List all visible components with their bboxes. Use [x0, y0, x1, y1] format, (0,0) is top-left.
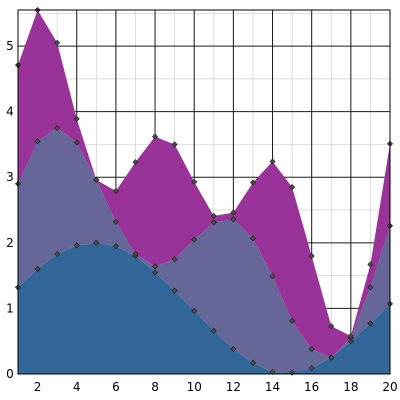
y-tick-label: 3 — [6, 170, 14, 184]
data-point-series-3 — [132, 159, 139, 166]
data-point-series-3 — [112, 187, 119, 195]
data-point-series-2 — [112, 218, 119, 225]
area-series-2 — [18, 128, 390, 373]
data-point-series-3 — [73, 115, 80, 122]
x-tick-label: 6 — [112, 380, 120, 394]
data-point-series-2 — [289, 317, 296, 324]
data-point-series-1 — [249, 359, 256, 366]
y-tick-label: 1 — [6, 301, 14, 315]
data-point-series-1 — [367, 320, 374, 327]
data-point-series-1 — [93, 239, 100, 246]
data-point-series-3 — [328, 323, 335, 330]
x-tick-label: 10 — [187, 380, 202, 394]
area-series-3 — [18, 10, 390, 358]
data-point-series-2 — [132, 250, 139, 258]
y-tick-label: 4 — [6, 105, 14, 119]
data-point-series-3 — [347, 332, 354, 339]
series-areas — [18, 10, 390, 374]
x-tick-label: 16 — [304, 380, 319, 394]
data-point-series-2 — [249, 235, 256, 242]
x-tick-label: 14 — [265, 380, 280, 394]
data-point-series-1 — [347, 338, 354, 345]
data-point-series-3 — [308, 252, 315, 259]
y-tick-label: 5 — [6, 39, 14, 53]
data-point-series-2 — [230, 216, 237, 223]
x-tick-label: 8 — [151, 380, 159, 394]
data-point-series-3 — [230, 209, 237, 216]
data-point-series-2 — [54, 125, 61, 132]
data-point-series-3 — [249, 179, 256, 186]
data-point-series-2 — [308, 346, 315, 353]
data-point-series-1 — [73, 242, 80, 249]
data-point-series-1 — [269, 369, 276, 376]
data-point-series-1 — [171, 287, 178, 294]
x-tick-label: 2 — [34, 380, 42, 394]
data-point-series-3 — [289, 184, 296, 191]
data-point-series-2 — [34, 138, 41, 145]
data-point-series-2 — [210, 219, 217, 226]
data-point-series-1 — [34, 266, 41, 273]
data-point-series-2 — [191, 236, 198, 243]
data-point-series-3 — [269, 158, 276, 165]
data-point-series-3 — [171, 141, 178, 148]
area-series-1 — [18, 242, 390, 374]
plot-frame — [17, 9, 391, 375]
x-tick-label: 12 — [226, 380, 241, 394]
y-tick-label: 2 — [6, 236, 14, 250]
data-point-series-3 — [367, 261, 374, 268]
data-point-series-2 — [73, 139, 80, 146]
x-tick-label: 18 — [343, 380, 358, 394]
x-tick-label: 20 — [382, 380, 397, 394]
data-point-series-1 — [210, 327, 217, 334]
data-point-series-3 — [152, 133, 159, 140]
data-point-series-2 — [171, 256, 178, 263]
data-point-series-1 — [54, 250, 61, 258]
data-point-series-1 — [230, 346, 237, 353]
data-point-series-2 — [152, 263, 159, 270]
data-point-series-3 — [210, 212, 217, 219]
data-point-series-3 — [191, 178, 198, 185]
data-point-series-1 — [191, 308, 198, 315]
data-point-series-1 — [152, 269, 159, 276]
data-point-series-2 — [328, 354, 335, 361]
data-point-series-2 — [367, 284, 374, 291]
data-point-series-3 — [54, 39, 61, 46]
y-tick-label: 0 — [6, 367, 14, 381]
data-point-series-2 — [269, 273, 276, 280]
x-tick-label: 4 — [73, 380, 81, 394]
data-point-series-1 — [308, 365, 315, 372]
data-point-series-3 — [93, 176, 100, 183]
data-point-series-1 — [112, 243, 119, 250]
